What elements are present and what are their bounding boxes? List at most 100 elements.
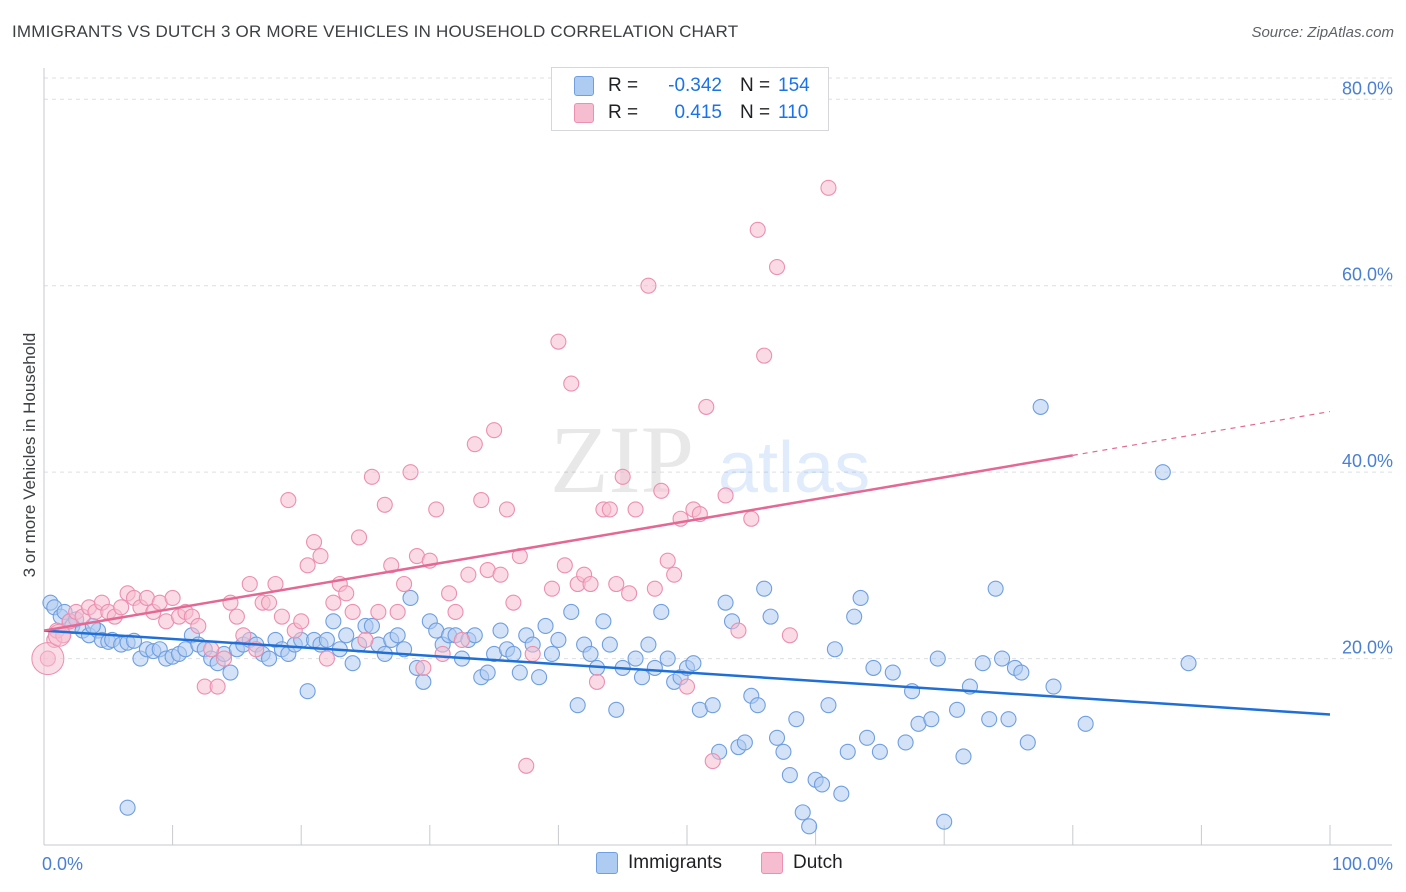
r-value: 0.415 (674, 102, 722, 123)
dutch-trend-line (43, 454, 1074, 632)
immigrants-point (801, 818, 818, 835)
dutch-point (273, 608, 290, 625)
dutch-point (441, 585, 458, 602)
dutch-point (215, 650, 233, 667)
immigrants-point (531, 669, 548, 686)
series-legend: Immigrants Dutch (0, 852, 1406, 878)
immigrants-point (987, 580, 1004, 597)
dutch-point (505, 594, 522, 611)
immigrants-point (1045, 678, 1062, 695)
dutch-series (31, 179, 837, 774)
immigrants-point (749, 697, 766, 714)
dutch-point (318, 650, 335, 667)
dutch-point (351, 529, 368, 546)
dutch-point (781, 627, 798, 644)
dutch-point (325, 594, 342, 611)
immigrants-point (633, 669, 651, 686)
immigrants-point (659, 650, 676, 667)
legend-item-dutch: Dutch (761, 852, 843, 874)
dutch-point (396, 575, 413, 593)
immigrants-point (923, 711, 940, 728)
r-label: R = (608, 102, 639, 123)
dutch-point (293, 613, 310, 630)
immigrants-point (826, 641, 843, 658)
immigrants-point (402, 589, 419, 607)
immigrants-point (846, 608, 863, 625)
dutch-point (402, 464, 419, 481)
immigrants-legend-swatch (596, 852, 618, 874)
immigrants-point (299, 683, 316, 700)
legend-row-immigrants: R = -0.342 N = 154 (574, 73, 810, 99)
dutch-point (640, 277, 657, 294)
immigrants-point (839, 743, 856, 760)
dutch-point (601, 501, 618, 518)
immigrants-point (389, 627, 406, 644)
immigrants-point (550, 631, 567, 648)
n-value: 110 (778, 102, 809, 123)
dutch-point (338, 585, 355, 602)
dutch-point (653, 482, 670, 499)
immigrants-point (260, 650, 278, 667)
dutch-point (704, 753, 721, 770)
immigrants-point (955, 748, 972, 765)
dutch-point (659, 552, 676, 569)
immigrants-point (813, 776, 831, 793)
dutch-point (678, 678, 696, 695)
dutch-point (280, 492, 297, 509)
source-credit: Source: ZipAtlas.com (1251, 24, 1394, 41)
immigrants-point (936, 813, 953, 830)
immigrants-point (768, 729, 786, 746)
immigrants-point (1180, 655, 1197, 672)
immigrants-point (119, 799, 136, 816)
immigrants-point (871, 743, 888, 760)
dutch-point (698, 398, 715, 415)
immigrants-point (582, 645, 599, 662)
dutch-point (453, 631, 471, 648)
dutch-point (646, 580, 663, 597)
r-value: -0.342 (668, 75, 722, 96)
immigrants-point (338, 627, 355, 644)
dutch-point (260, 594, 278, 611)
immigrants-point (974, 655, 991, 672)
dutch-point (428, 501, 445, 518)
y-tick-label: 20.0% (1342, 638, 1393, 658)
dutch-point (299, 557, 316, 574)
immigrants-point (415, 673, 432, 690)
dutch-point (588, 673, 606, 690)
dutch-trend-line-extension (1072, 410, 1331, 456)
n-value: 154 (778, 75, 810, 96)
y-tick-label: 60.0% (1342, 265, 1393, 285)
legend-item-immigrants: Immigrants (596, 852, 722, 874)
x-tick-label-left: 0.0% (42, 854, 83, 874)
immigrants-point (833, 785, 850, 802)
watermark-zip: ZIP (550, 406, 694, 513)
immigrants-point (543, 645, 561, 662)
immigrants-point (318, 631, 335, 648)
immigrants-point (1077, 715, 1094, 732)
immigrants-point (646, 659, 663, 676)
dutch-point (312, 547, 329, 565)
dutch-point (383, 557, 400, 574)
gridlines (44, 77, 1392, 660)
dutch-point (203, 641, 220, 658)
immigrants-trend-line (43, 629, 1331, 716)
immigrants-point (929, 650, 946, 667)
dutch-point (820, 179, 837, 196)
dutch-point (164, 589, 181, 607)
dutch-point (486, 422, 503, 439)
dutch-point (743, 510, 760, 527)
dutch-point (357, 631, 374, 648)
immigrants-point (897, 734, 914, 751)
immigrants-point (222, 664, 239, 681)
immigrants-point (653, 603, 670, 621)
immigrants-point (717, 594, 734, 611)
immigrants-point (981, 711, 998, 728)
dutch-point (376, 496, 393, 513)
y-tick-label: 80.0% (1342, 78, 1393, 98)
immigrants-point (704, 697, 721, 714)
dutch-point (235, 627, 252, 644)
dutch-point (550, 333, 567, 350)
immigrants-point (756, 580, 773, 597)
dutch-legend-swatch (761, 852, 783, 874)
dutch-point (543, 580, 561, 597)
